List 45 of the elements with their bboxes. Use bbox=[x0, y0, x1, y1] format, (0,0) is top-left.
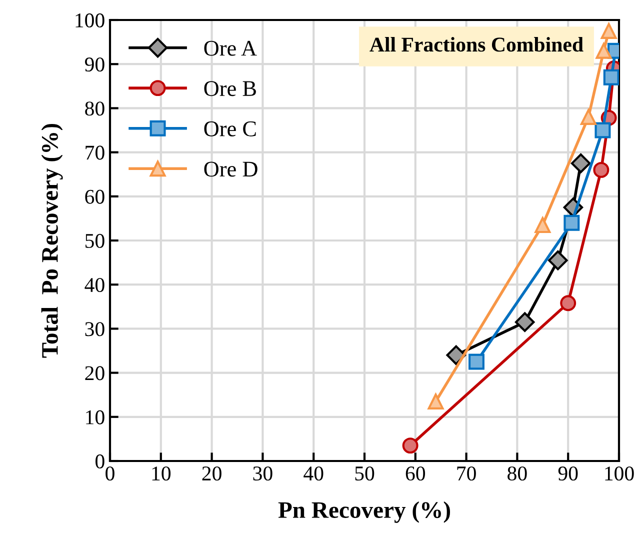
y-tick-label: 40 bbox=[84, 278, 104, 292]
y-tick-label: 30 bbox=[85, 322, 104, 336]
x-axis-title: Pn Recovery (%) bbox=[278, 501, 450, 523]
point bbox=[428, 393, 444, 410]
point bbox=[514, 312, 535, 332]
point bbox=[593, 162, 610, 178]
y-tick-label: 100 bbox=[76, 13, 104, 28]
legend-label: Ore B bbox=[204, 81, 256, 96]
point bbox=[468, 354, 484, 370]
x-tick-label: 90 bbox=[558, 466, 578, 481]
legend-label: Ore D bbox=[204, 162, 258, 177]
x-tick-label: 40 bbox=[304, 466, 324, 481]
point bbox=[596, 42, 612, 59]
point bbox=[570, 153, 591, 174]
y-tick-label: 80 bbox=[85, 102, 104, 116]
point bbox=[548, 250, 568, 270]
point bbox=[594, 122, 611, 138]
annotation: All Fractions Combined bbox=[370, 37, 584, 52]
y-tick-label: 90 bbox=[84, 57, 104, 72]
point bbox=[580, 109, 596, 126]
x-tick-label: 10 bbox=[152, 466, 171, 481]
point bbox=[603, 69, 619, 86]
point bbox=[564, 214, 580, 231]
x-tick-label: 70 bbox=[457, 466, 476, 481]
y-tick-label: 50 bbox=[86, 234, 104, 248]
y-axis-title: Total Po Recovery (%) bbox=[41, 124, 63, 358]
point bbox=[446, 345, 466, 366]
x-tick-label: 0 bbox=[106, 466, 114, 481]
point bbox=[534, 217, 551, 234]
y-tick-label: 0 bbox=[96, 454, 104, 468]
legend-label: Ore A bbox=[204, 40, 257, 56]
x-tick-label: 50 bbox=[355, 466, 374, 481]
x-tick-label: 60 bbox=[406, 466, 426, 481]
point bbox=[560, 295, 576, 312]
x-tick-label: 80 bbox=[508, 466, 527, 481]
point bbox=[600, 23, 617, 40]
x-tick-label: 20 bbox=[202, 466, 222, 481]
y-tick-label: 20 bbox=[85, 366, 104, 380]
x-tick-label: 100 bbox=[605, 466, 634, 481]
y-tick-label: 70 bbox=[86, 146, 104, 160]
legend-label: Ore C bbox=[204, 121, 256, 136]
point bbox=[402, 438, 418, 454]
y-tick-label: 10 bbox=[86, 410, 104, 424]
y-tick-label: 60 bbox=[85, 190, 104, 204]
x-tick-label: 30 bbox=[253, 466, 272, 481]
